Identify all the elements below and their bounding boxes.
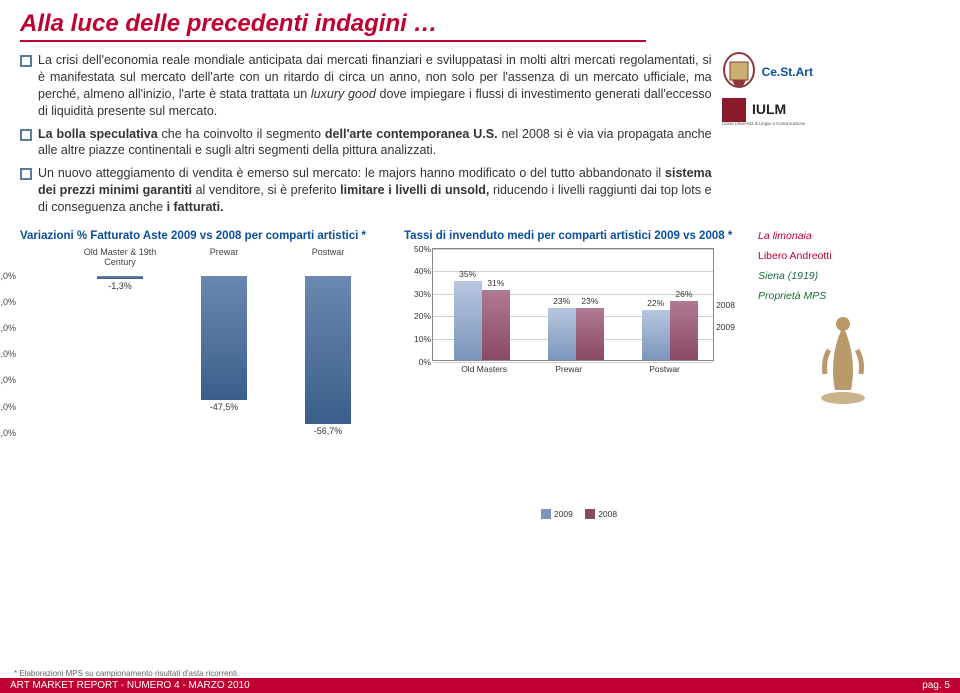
chart-variazioni: Variazioni % Fatturato Aste 2009 vs 2008… bbox=[20, 230, 390, 520]
chart1-ylabel: -50,0% bbox=[0, 402, 20, 412]
svg-text:IULM: IULM bbox=[752, 101, 786, 117]
chart2-bar-label: 26% bbox=[670, 289, 698, 299]
chart2-title: Tassi di invenduto medi per comparti art… bbox=[404, 230, 744, 244]
chart2-bar-2008 bbox=[576, 308, 604, 360]
mps-logo-icon bbox=[722, 52, 756, 92]
chart1-ylabel: -40,0% bbox=[0, 375, 20, 385]
chart2-ylabel: 20% bbox=[405, 311, 431, 321]
chart2-bar-label: 23% bbox=[548, 296, 576, 306]
bullet-icon bbox=[20, 129, 32, 141]
chart2-bar-2009 bbox=[642, 310, 670, 360]
legend-swatch-2009 bbox=[541, 509, 551, 519]
chart2-category: Postwar bbox=[649, 364, 680, 374]
chart1-bar-label: -56,7% bbox=[298, 426, 358, 436]
chart1-bar bbox=[201, 276, 247, 400]
bullet-icon bbox=[20, 168, 32, 180]
para3-pre: Un nuovo atteggiamento di vendita è emer… bbox=[38, 166, 665, 180]
chart2-gridline bbox=[433, 362, 713, 363]
chart1-category: Prewar bbox=[172, 248, 276, 268]
cestart-label: Ce.St.Art bbox=[762, 65, 813, 79]
chart1-category: Old Master & 19th Century bbox=[68, 248, 172, 268]
footer-page: pag. 5 bbox=[922, 680, 950, 691]
artwork-artist: Libero Andreotti bbox=[758, 250, 928, 262]
para2-s2: dell'arte contemporanea U.S. bbox=[325, 127, 498, 141]
legend-2009: 2009 bbox=[554, 509, 573, 519]
bullet-icon bbox=[20, 55, 32, 67]
chart1-bar-label: -1,3% bbox=[90, 281, 150, 291]
footer: * Elaborazioni MPS su campionamento risu… bbox=[0, 669, 960, 693]
chart1-ylabel: -60,0% bbox=[0, 428, 20, 438]
legend-swatch-2008 bbox=[585, 509, 595, 519]
para3-s2: limitare i livelli di unsold, bbox=[340, 183, 489, 197]
page-title: Alla luce delle precedenti indagini … bbox=[20, 10, 940, 38]
chart1-bar bbox=[305, 276, 351, 424]
title-rule bbox=[20, 40, 646, 42]
chart1-ylabel: -10,0% bbox=[0, 297, 20, 307]
chart2-category: Old Masters bbox=[461, 364, 507, 374]
artwork-title: La limonaia bbox=[758, 230, 928, 242]
statue-icon bbox=[813, 310, 873, 405]
chart1-title: Variazioni % Fatturato Aste 2009 vs 2008… bbox=[20, 230, 390, 244]
chart2-bar-2009 bbox=[548, 308, 576, 360]
chart2-year-2009: 2009 bbox=[716, 322, 735, 332]
chart2-ylabel: 0% bbox=[405, 357, 431, 367]
chart2-ylabel: 40% bbox=[405, 266, 431, 276]
para2-m1: che ha coinvolto il segmento bbox=[158, 127, 325, 141]
chart1-bar-label: -47,5% bbox=[194, 402, 254, 412]
chart1-bar bbox=[97, 276, 143, 279]
chart-invenduto: Tassi di invenduto medi per comparti art… bbox=[404, 230, 744, 520]
svg-text:Libera Università di Lingue e: Libera Università di Lingue e Comunicazi… bbox=[722, 121, 806, 126]
chart2-legend: 2009 2008 bbox=[404, 509, 744, 520]
chart2-year-2008: 2008 bbox=[716, 300, 735, 310]
chart1-ylabel: -20,0% bbox=[0, 323, 20, 333]
chart2-bar-label: 23% bbox=[576, 296, 604, 306]
para1-luxury: luxury good bbox=[311, 87, 376, 101]
statue-image bbox=[758, 310, 928, 408]
chart2-bar-2008 bbox=[670, 301, 698, 360]
chart2-ylabel: 50% bbox=[405, 244, 431, 254]
chart2-ylabel: 30% bbox=[405, 289, 431, 299]
artwork-owner: Proprietà MPS bbox=[758, 290, 928, 302]
chart2-ylabel: 10% bbox=[405, 334, 431, 344]
chart1-ylabel: 0,0% bbox=[0, 271, 20, 281]
para3-m1: al venditore, si è preferito bbox=[192, 183, 340, 197]
artwork-info: La limonaia Libero Andreotti Siena (1919… bbox=[758, 230, 928, 520]
chart1-category: Postwar bbox=[276, 248, 380, 268]
footer-left: ART MARKET REPORT - NUMERO 4 - MARZO 201… bbox=[10, 680, 250, 691]
chart2-bar-label: 35% bbox=[454, 269, 482, 279]
chart1-ylabel: -30,0% bbox=[0, 349, 20, 359]
chart2-bar-2009 bbox=[454, 281, 482, 360]
body-text: La crisi dell'economia reale mondiale an… bbox=[20, 52, 712, 222]
chart2-category: Prewar bbox=[555, 364, 582, 374]
para3-s3: i fatturati. bbox=[167, 200, 224, 214]
chart2-gridline bbox=[433, 249, 713, 250]
footnote: * Elaborazioni MPS su campionamento risu… bbox=[14, 669, 960, 678]
legend-2008: 2008 bbox=[598, 509, 617, 519]
chart2-bar-label: 22% bbox=[642, 298, 670, 308]
right-column: Ce.St.Art IULM Libera Università di Ling… bbox=[722, 52, 940, 222]
para2-s1: La bolla speculativa bbox=[38, 127, 158, 141]
chart2-bar-2008 bbox=[482, 290, 510, 360]
iulm-logo-icon: IULM Libera Università di Lingue e Comun… bbox=[722, 98, 842, 126]
chart2-bar-label: 31% bbox=[482, 278, 510, 288]
artwork-place-year: Siena (1919) bbox=[758, 270, 928, 282]
